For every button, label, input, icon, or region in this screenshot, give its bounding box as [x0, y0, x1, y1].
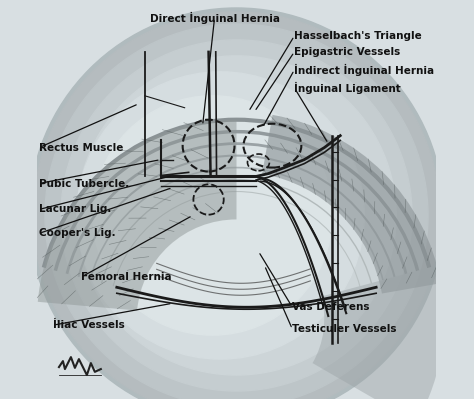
Circle shape: [29, 8, 444, 399]
Text: İndirect İnguinal Hernia: İndirect İnguinal Hernia: [294, 64, 435, 76]
Text: Epigastric Vessels: Epigastric Vessels: [294, 47, 401, 57]
Text: İliac Vessels: İliac Vessels: [53, 320, 125, 330]
Circle shape: [77, 72, 364, 359]
Text: Femoral Hernia: Femoral Hernia: [81, 272, 172, 282]
Text: İnguinal Ligament: İnguinal Ligament: [294, 82, 401, 94]
Circle shape: [93, 96, 332, 335]
Text: Hasselbach's Triangle: Hasselbach's Triangle: [294, 31, 422, 41]
Text: Direct İnguinal Hernia: Direct İnguinal Hernia: [150, 12, 280, 24]
Wedge shape: [312, 265, 444, 399]
Circle shape: [33, 12, 440, 399]
Circle shape: [61, 40, 412, 391]
Text: Lacunar Lig.: Lacunar Lig.: [39, 204, 111, 215]
Circle shape: [45, 24, 428, 399]
Text: Rectus Muscle: Rectus Muscle: [39, 142, 123, 153]
Wedge shape: [38, 120, 237, 310]
Text: Vas Deferens: Vas Deferens: [292, 302, 370, 312]
Wedge shape: [262, 115, 441, 294]
Text: Cooper's Lig.: Cooper's Lig.: [39, 228, 116, 239]
Text: Testiculer Vessels: Testiculer Vessels: [292, 324, 397, 334]
Circle shape: [77, 56, 396, 375]
Text: Pubic Tubercle.: Pubic Tubercle.: [39, 178, 129, 189]
